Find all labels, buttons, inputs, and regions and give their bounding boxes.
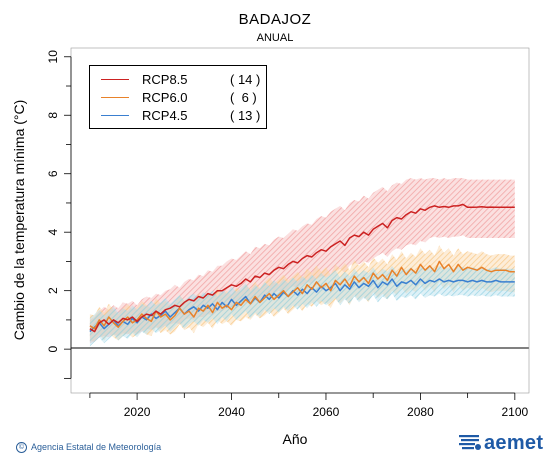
x-tick-label: 2060 bbox=[313, 405, 340, 419]
series-line-rcp60 bbox=[89, 260, 515, 330]
legend-item-rcp45: RCP4.5 ( 13 ) bbox=[90, 108, 266, 124]
y-tick-label: 8 bbox=[46, 112, 60, 119]
copyright-icon: © bbox=[16, 442, 27, 454]
y-tick-label: 0 bbox=[46, 345, 60, 352]
y-tick-label: 10 bbox=[46, 50, 60, 64]
agency-name: Agencia Estatal de Meteorología bbox=[31, 442, 162, 452]
legend-label: RCP8.5 bbox=[142, 72, 188, 87]
y-tick-label: 2 bbox=[46, 287, 60, 294]
y-axis-label: Cambio de la temperatura mínima (°C) bbox=[11, 99, 27, 341]
series-lines bbox=[89, 203, 515, 333]
x-tick-label: 2020 bbox=[124, 405, 151, 419]
legend-swatch-rcp85 bbox=[101, 79, 129, 80]
legend-count: ( 14 ) bbox=[230, 72, 261, 87]
axes: 0 2 4 6 8 10 2020 2040 2060 2080 2100 bbox=[46, 50, 529, 419]
weather-icon bbox=[459, 435, 481, 450]
x-tick-label: 2040 bbox=[218, 405, 245, 419]
legend-label: RCP4.5 bbox=[142, 108, 188, 123]
y-tick-label: 6 bbox=[46, 170, 60, 177]
agency-credit: © Agencia Estatal de Meteorología bbox=[16, 442, 162, 454]
chart-subtitle: ANUAL bbox=[256, 32, 294, 44]
series-line-rcp45 bbox=[89, 278, 515, 333]
legend-item-rcp60: RCP6.0 ( 6 ) bbox=[90, 90, 266, 106]
x-tick-label: 2100 bbox=[501, 405, 528, 419]
legend-count: ( 13 ) bbox=[230, 108, 261, 123]
legend: RCP8.5 ( 14 ) RCP6.0 ( 6 ) RCP4.5 ( 13 ) bbox=[89, 65, 267, 129]
legend-label: RCP6.0 bbox=[142, 90, 188, 105]
uncertainty-bands bbox=[89, 178, 515, 347]
x-axis-label: Año bbox=[282, 431, 308, 447]
y-tick-label: 4 bbox=[46, 229, 60, 236]
logo-text: aemet bbox=[484, 432, 544, 454]
x-tick-label: 2080 bbox=[407, 405, 434, 419]
aemet-logo: aemet bbox=[458, 432, 550, 454]
band-rcp45 bbox=[89, 265, 515, 347]
chart-title: BADAJOZ bbox=[238, 11, 312, 28]
legend-count: ( 6 ) bbox=[230, 90, 257, 105]
legend-count-value: 14 bbox=[237, 72, 253, 87]
series-line-rcp85 bbox=[89, 203, 515, 333]
legend-count-value: 13 bbox=[237, 108, 253, 123]
legend-swatch-rcp45 bbox=[101, 115, 129, 116]
legend-item-rcp85: RCP8.5 ( 14 ) bbox=[90, 72, 266, 88]
legend-count-value: 6 bbox=[237, 90, 249, 105]
legend-swatch-rcp60 bbox=[101, 97, 129, 98]
